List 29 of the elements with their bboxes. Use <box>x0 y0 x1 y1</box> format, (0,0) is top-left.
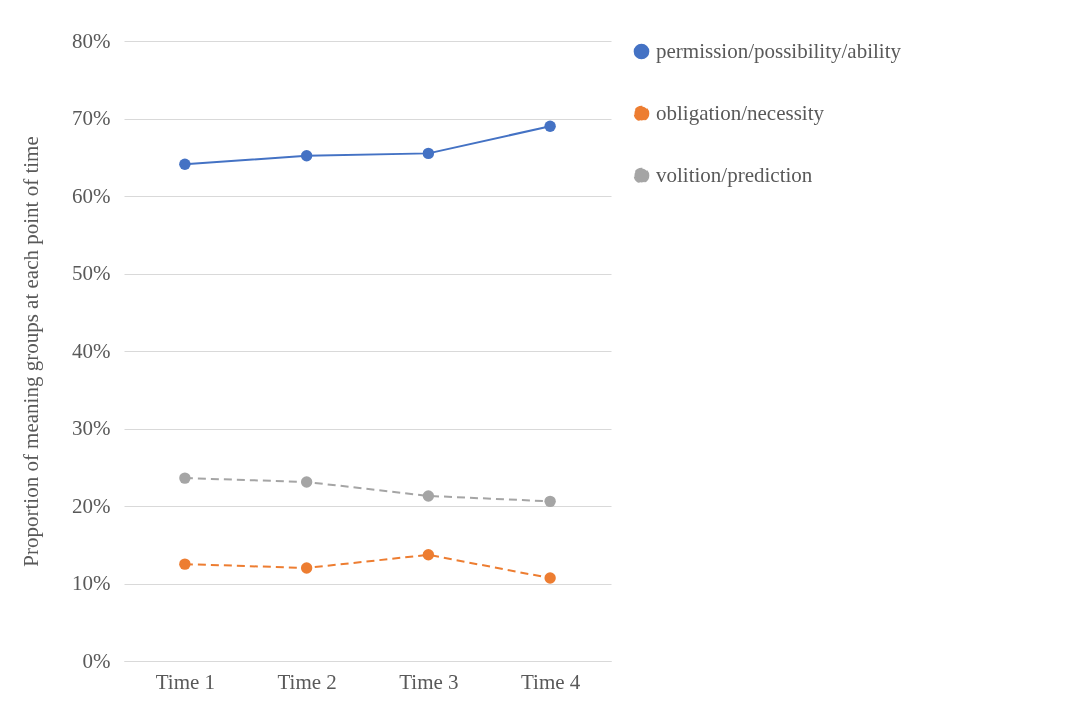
legend-label: volition/prediction <box>656 162 813 187</box>
y-tick-label: 10% <box>72 571 111 595</box>
x-tick-label: Time 1 <box>155 669 216 694</box>
point <box>300 562 313 574</box>
point <box>179 472 191 484</box>
point <box>300 476 313 488</box>
point <box>544 572 556 584</box>
legend-label: permission/possibility/ability <box>656 38 902 63</box>
point <box>300 150 313 162</box>
point <box>179 558 191 570</box>
point <box>544 120 556 132</box>
point <box>544 495 556 508</box>
y-tick-label: 60% <box>72 183 111 208</box>
y-tick-label: 40% <box>72 338 111 363</box>
y-tick-label: 20% <box>72 493 111 518</box>
x-tick-label: Time 3 <box>399 669 459 694</box>
legend-label: obligation/necessity <box>656 100 825 125</box>
point <box>422 549 435 561</box>
point <box>422 490 435 502</box>
x-tick-label: Time 4 <box>520 669 581 694</box>
y-tick-label: 50% <box>72 261 111 285</box>
y-axis-title: Proportion of meaning groups at each point of time <box>19 136 44 567</box>
x-tick-label: Time 2 <box>277 669 337 694</box>
point <box>422 147 435 160</box>
point <box>179 158 191 170</box>
y-tick-label: 70% <box>72 106 111 130</box>
y-tick-label: 30% <box>72 416 111 440</box>
y-tick-label: 0% <box>82 648 111 673</box>
y-tick-label: 80% <box>72 28 111 53</box>
